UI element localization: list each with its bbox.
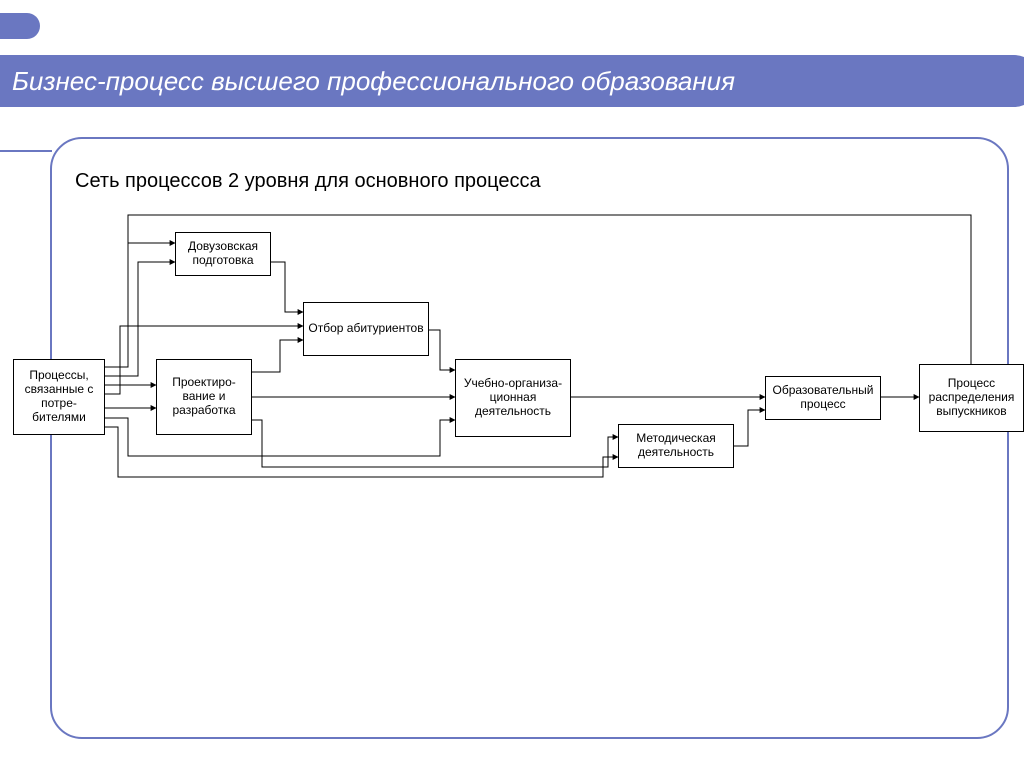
page-subtitle: Сеть процессов 2 уровня для основного пр… (75, 170, 541, 193)
node-selection: Отбор абитуриентов (303, 302, 429, 356)
node-preuni: Довузовская подготовка (175, 232, 271, 276)
node-grad: Процесс распределения выпускников (919, 364, 1024, 432)
header-thin-line (0, 150, 52, 152)
node-teachorg: Учебно-организа-ционная деятельность (455, 359, 571, 437)
node-method: Методическая деятельность (618, 424, 734, 468)
header-small-band (0, 13, 40, 39)
node-design: Проектиро-вание и разработка (156, 359, 252, 435)
node-eduproc: Образовательный процесс (765, 376, 881, 420)
content-frame (50, 137, 1009, 739)
node-consumers: Процессы, связанные с потре-бителями (13, 359, 105, 435)
page-title: Бизнес-процесс высшего профессионального… (12, 66, 735, 97)
